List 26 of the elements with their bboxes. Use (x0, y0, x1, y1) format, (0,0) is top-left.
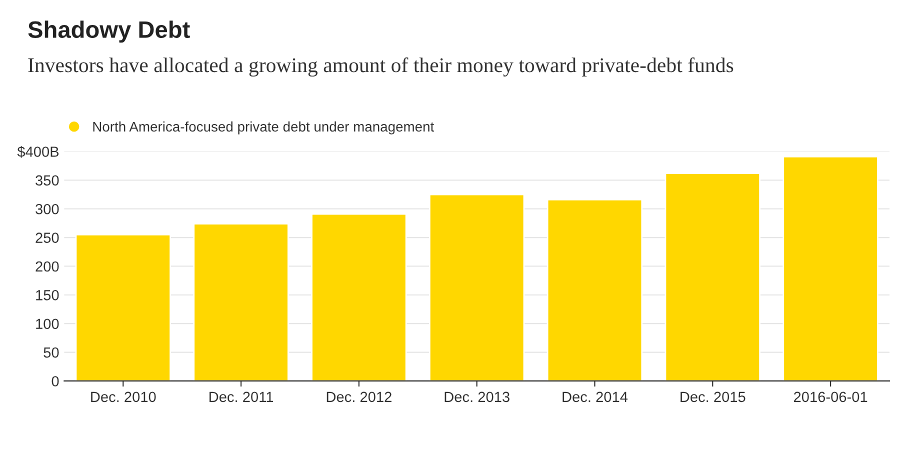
y-tick-label: 250 (36, 232, 59, 243)
x-tick-label: Dec. 2014 (562, 392, 628, 402)
y-tick-label: 200 (36, 261, 59, 272)
y-tick-label: 350 (36, 175, 59, 186)
x-tick-label: Dec. 2010 (91, 392, 156, 402)
bar (664, 172, 760, 381)
y-tick-label: 100 (36, 318, 59, 330)
x-tick-label: Dec. 2015 (680, 392, 746, 402)
bar (428, 194, 525, 381)
chart-subtitle: Investors have allocated a growing amount of their money toward private-debt funds (28, 57, 734, 77)
bar (311, 213, 407, 381)
x-tick-label: Dec. 2012 (326, 392, 392, 402)
chart-title: Shadowy Debt (28, 20, 190, 43)
y-tick-label: 300 (36, 204, 59, 214)
y-tick-label: $400B (17, 146, 59, 158)
y-tick-label: 50 (44, 347, 59, 358)
y-tick-label: 0 (52, 376, 59, 386)
bar (546, 198, 643, 381)
legend-label: North America-focused private debt under management (93, 121, 434, 134)
bar (75, 234, 171, 381)
x-tick-label: Dec. 2013 (444, 392, 510, 402)
x-tick-label: Dec. 2011 (210, 392, 274, 402)
bar (193, 223, 289, 381)
y-tick-label: 150 (36, 290, 59, 300)
bar (782, 156, 878, 381)
x-tick-label: 2016-06-01 (794, 392, 868, 402)
